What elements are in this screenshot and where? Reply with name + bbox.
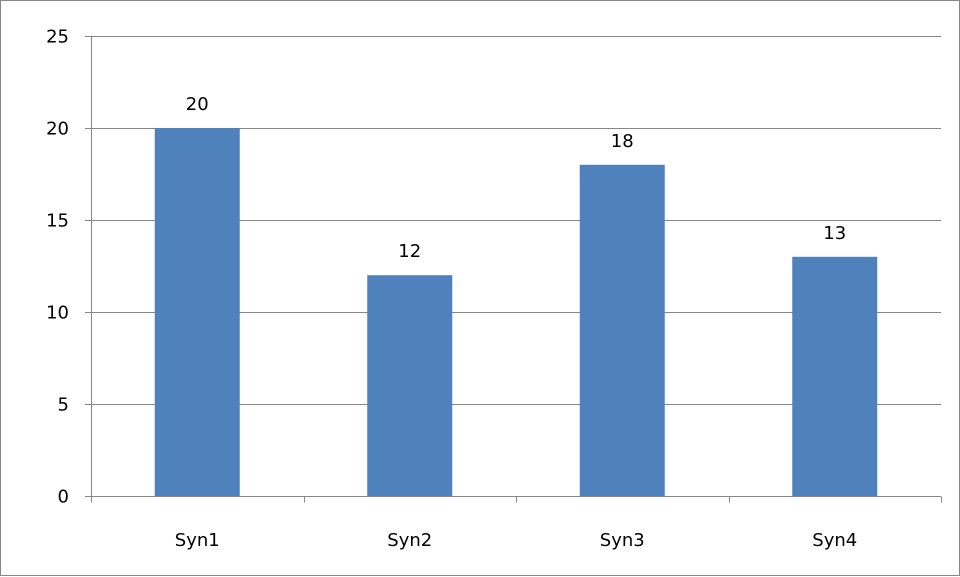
x-category-label: Syn3 <box>600 530 645 551</box>
x-category-label: Syn2 <box>387 530 432 551</box>
x-category-label: Syn1 <box>175 530 220 551</box>
y-tick-labels: 0 5 10 15 20 25 <box>46 27 69 508</box>
y-tick-label: 25 <box>46 27 69 48</box>
bar-syn1 <box>154 128 240 496</box>
data-label: 18 <box>611 131 634 152</box>
y-tick-label: 5 <box>58 395 69 416</box>
x-category-label: Syn4 <box>812 530 857 551</box>
y-tick-label: 20 <box>46 119 69 140</box>
data-label: 12 <box>398 241 421 262</box>
bar-syn2 <box>367 275 453 496</box>
data-label: 13 <box>823 223 846 244</box>
data-labels: 20 12 18 13 <box>186 94 846 262</box>
y-tick-label: 0 <box>58 487 69 508</box>
y-tick-label: 15 <box>46 211 69 232</box>
x-category-labels: Syn1 Syn2 Syn3 Syn4 <box>175 530 857 551</box>
y-tick-label: 10 <box>46 303 69 324</box>
axes <box>85 36 942 503</box>
bar-syn4 <box>792 256 878 496</box>
bar-syn3 <box>579 164 665 497</box>
bars <box>154 128 878 497</box>
data-label: 20 <box>186 94 209 115</box>
